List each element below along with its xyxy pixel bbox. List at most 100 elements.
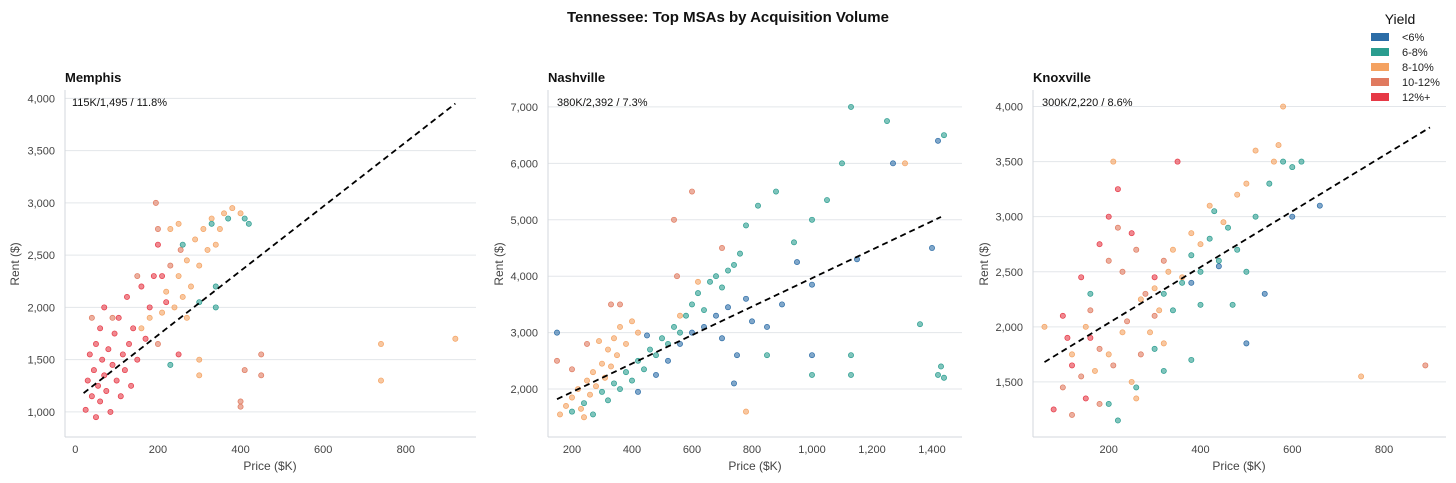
scatter-point [163,299,170,306]
scatter-point [237,210,244,217]
scatter-point [1160,367,1167,374]
scatter-point [749,318,755,325]
panel-nashville: 200 400 600 800 1,000 1,200 1,400 2,000 3,000 4,0… [492,70,962,473]
scatter-point [159,309,166,316]
scatter-point [179,293,186,300]
scatter-point [608,301,614,308]
trend-line [1044,126,1431,363]
scatter-point [188,283,194,290]
scatter-point [1142,290,1149,297]
scatter-point [1188,230,1195,237]
x-tick-label: 800 [397,444,415,456]
scatter-point [1096,241,1103,248]
scatter-point [1110,362,1117,369]
scatter-point [171,304,178,311]
scatter-point [237,398,244,405]
scatter-point [590,411,596,418]
scatter-point [578,405,584,412]
scatter-point [212,304,219,311]
scatter-point [1105,213,1112,220]
scatter-point [605,397,611,404]
scatter-point [608,363,614,370]
legend-label: 8-10% [1402,62,1434,74]
scatter-point [794,259,800,266]
x-tick-label: 800 [743,444,761,456]
scatter-point [1119,329,1126,336]
scatter-point [1225,224,1231,231]
scatter-point [1069,412,1075,418]
scatter-point [734,352,740,359]
y-tick-label: 2,500 [995,267,1023,279]
x-tick-label: 400 [1191,444,1209,456]
scatter-point [88,393,95,400]
x-tick-label: 200 [149,444,167,456]
scatter-point [614,352,620,359]
scatter-point [917,321,923,328]
legend-label: 12%+ [1402,92,1430,104]
scatter-point [1110,158,1117,165]
scatter-point [725,304,731,311]
scatter-point [105,346,112,353]
legend-label: 6-8% [1402,47,1428,59]
scatter-point [1234,246,1241,253]
scatter-point [848,371,854,378]
scatter-point [1069,351,1075,358]
scatter-point [1114,186,1121,193]
scatter-point [212,241,219,248]
scatter-point [731,261,737,268]
scatter-point [1252,213,1259,220]
scatter-point [138,283,145,290]
scatter-point [1087,334,1094,341]
scatter-point [1137,351,1144,358]
scatter-point [653,352,659,359]
scatter-point [111,330,118,337]
scatter-point [707,278,713,285]
scatter-point [737,250,743,257]
scatter-point [196,372,203,379]
panel-annotation: 300K/2,220 / 8.6% [1042,97,1133,109]
scatter-point [95,382,101,389]
scatter-point [1289,213,1296,220]
scatter-point [809,371,815,378]
y-tick-label: 4,000 [995,102,1023,114]
x-axis-label: Price ($K) [728,459,781,473]
scatter-point [258,372,265,379]
plot-area: 200 400 600 800 1,500 2,000 2,500 3,000 3,500 4,0… [995,90,1446,456]
scatter-point [569,366,575,373]
scatter-point [557,411,563,418]
scatter-point [713,312,719,319]
y-tick-label: 7,000 [510,102,538,114]
scatter-point [1275,142,1282,149]
scatter-point [1114,224,1121,231]
scatter-point [1147,329,1153,336]
scatter-point [167,226,174,232]
panel-title: Knoxville [1033,70,1091,85]
scatter-point [138,325,145,332]
scatter-point [1137,296,1144,303]
scatter-point [1234,191,1241,198]
scatter-point [177,246,184,253]
y-tick-label: 3,000 [510,328,538,340]
scatter-point [97,325,104,332]
scatter-point [126,341,132,347]
scatter-point [1082,323,1089,330]
scatter-point [183,314,190,321]
scatter-point [88,314,95,321]
plot-area: 0 200 400 600 800 1,000 1,500 2,000 2,500 3,000 3,… [27,90,476,456]
scatter-point [1206,202,1213,209]
scatter-point [221,210,227,217]
scatter-point [1096,401,1103,407]
scatter-point [617,301,623,308]
scatter-point [1316,202,1323,209]
scatter-point [113,377,120,384]
scatter-point [245,220,252,227]
panel-annotation: 115K/1,495 / 11.8% [72,97,167,109]
scatter-point [134,273,141,279]
scatter-point [1133,246,1140,253]
scatter-point [1091,367,1098,374]
scatter-point [241,215,248,222]
scatter-point [938,363,944,370]
y-tick-label: 6,000 [510,158,538,170]
scatter-point [93,341,99,347]
scatter-point [1078,274,1085,281]
